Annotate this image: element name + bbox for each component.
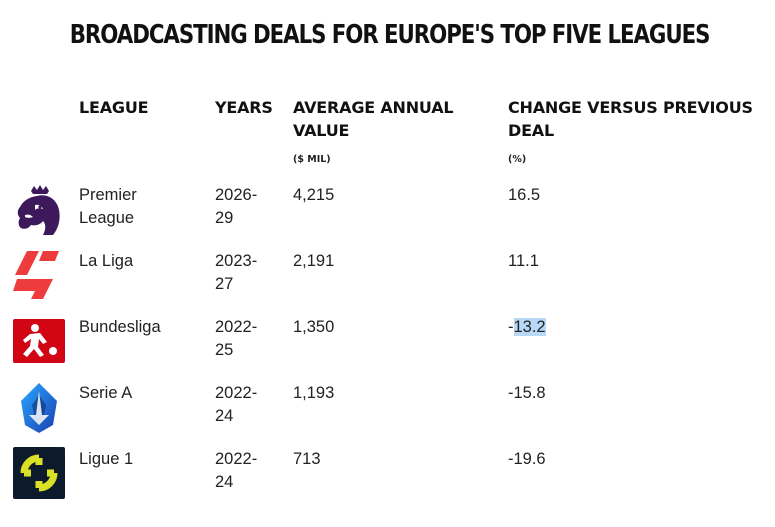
header-years: YEARS — [215, 98, 273, 117]
years-line2: 25 — [215, 341, 234, 359]
ligue-1-icon — [13, 447, 65, 499]
years-line2: 24 — [215, 407, 234, 425]
laliga-icon — [13, 249, 65, 301]
league-name: Bundesliga — [79, 316, 161, 339]
deal-years: 2026- 29 — [215, 184, 257, 230]
header-average-annual-value: AVERAGE ANNUAL VALUE — [293, 96, 454, 142]
deal-years: 2022- 25 — [215, 316, 257, 362]
league-name-line1: La Liga — [79, 252, 134, 270]
league-name-line2: League — [79, 209, 135, 227]
header-average-line2: VALUE — [293, 121, 350, 140]
years-line1: 2022- — [215, 450, 258, 468]
league-name-line1: Ligue 1 — [79, 450, 134, 468]
bundesliga-icon — [13, 315, 65, 367]
years-line2: 27 — [215, 275, 234, 293]
years-line1: 2022- — [215, 318, 258, 336]
change-percent: 11.1 — [508, 252, 539, 270]
deal-years: 2022- 24 — [215, 448, 257, 494]
deal-years: 2022- 24 — [215, 382, 257, 428]
average-annual-value: 2,191 — [293, 252, 335, 270]
league-name: Serie A — [79, 382, 132, 405]
header-league: LEAGUE — [79, 98, 149, 117]
years-line1: 2022- — [215, 384, 258, 402]
change-percent: -13.2 — [508, 316, 546, 339]
league-name: Premier League — [79, 184, 137, 230]
league-name-line1: Premier — [79, 186, 137, 204]
change-sign: - — [508, 318, 514, 336]
change-percent: -19.6 — [508, 450, 546, 468]
change-percent: -15.8 — [508, 384, 546, 402]
years-line2: 29 — [215, 209, 234, 227]
page-title: BROADCASTING DEALS FOR EUROPE'S TOP FIVE… — [69, 20, 711, 50]
header-change: CHANGE VERSUS PREVIOUS DEAL — [508, 96, 753, 142]
header-change-line1: CHANGE VERSUS PREVIOUS — [508, 98, 753, 117]
deal-years: 2023- 27 — [215, 250, 257, 296]
serie-a-icon — [13, 381, 65, 433]
unit-percent: (%) — [508, 154, 527, 165]
header-change-line2: DEAL — [508, 121, 554, 140]
average-annual-value: 713 — [293, 450, 321, 468]
league-name-line1: Bundesliga — [79, 318, 161, 336]
header-average-line1: AVERAGE ANNUAL — [293, 98, 454, 117]
years-line1: 2026- — [215, 186, 258, 204]
years-line2: 24 — [215, 473, 234, 491]
selected-text[interactable]: 13.2 — [513, 318, 546, 336]
average-annual-value: 4,215 — [293, 186, 335, 204]
league-name: La Liga — [79, 250, 133, 273]
average-annual-value: 1,350 — [293, 318, 335, 336]
league-name: Ligue 1 — [79, 448, 133, 471]
premier-league-lion-icon — [13, 183, 65, 235]
average-annual-value: 1,193 — [293, 384, 335, 402]
change-percent: 16.5 — [508, 186, 541, 204]
league-name-line1: Serie A — [79, 384, 133, 402]
years-line1: 2023- — [215, 252, 258, 270]
unit-millions: ($ MIL) — [293, 154, 331, 165]
